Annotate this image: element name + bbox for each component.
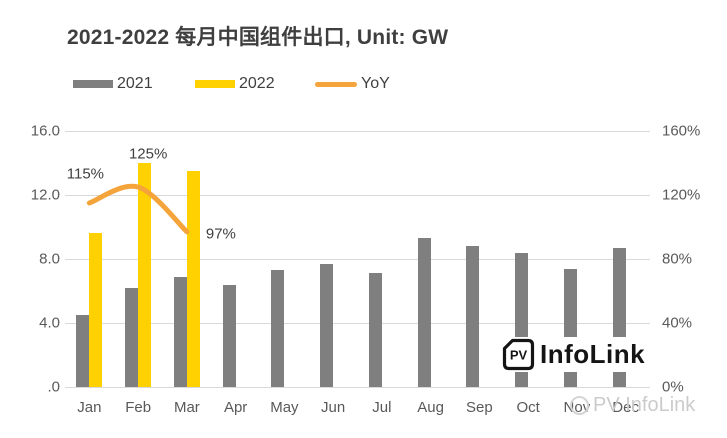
bar-2021 (125, 287, 139, 387)
legend-item-2022: 2022 (195, 74, 275, 94)
x-axis-label: Jun (321, 399, 346, 416)
bar-2021 (320, 263, 334, 387)
x-axis-label: May (270, 399, 299, 416)
yoy-point-label: 97% (205, 225, 236, 243)
y-axis-tick-right: 80% (662, 250, 693, 268)
x-axis-label: Jan (77, 399, 102, 416)
legend-label-yoy: YoY (361, 75, 390, 92)
y-axis-tick-right: 160% (662, 122, 701, 140)
legend-swatch-2021 (73, 80, 113, 88)
y-axis-tick-right: 120% (662, 186, 701, 204)
legend-item-2021: 2021 (73, 74, 153, 94)
x-axis-label: Jul (372, 399, 392, 416)
svg-text:PV: PV (510, 348, 528, 363)
pv-document-icon: PV (502, 338, 535, 371)
bar-2021 (222, 284, 236, 387)
bar-2021 (466, 246, 480, 387)
y-axis-tick-right: 40% (662, 314, 693, 332)
x-axis-label: Feb (125, 399, 152, 416)
yoy-point-label: 125% (128, 145, 168, 163)
y-axis-tick-left: .0 (47, 378, 60, 396)
x-axis-label: Mar (173, 399, 200, 416)
y-axis-tick-left: 12.0 (30, 186, 60, 204)
pv-infolink-logo: PV InfoLink (501, 337, 650, 372)
y-axis-tick-left: 8.0 (39, 250, 60, 268)
bar-2021 (173, 276, 187, 387)
y-axis-tick-right: 0% (662, 378, 684, 396)
chart-title: 2021-2022 每月中国组件出口, Unit: GW (67, 26, 449, 49)
gridline (65, 258, 650, 260)
bar-2021 (271, 270, 285, 387)
yoy-point-label: 115% (66, 165, 105, 183)
y-axis-tick-left: 4.0 (39, 314, 60, 332)
x-axis-label: Apr (223, 399, 248, 416)
legend-swatch-yoy (315, 81, 357, 87)
yoy-line (86, 183, 190, 235)
y-axis-tick-left: 16.0 (30, 122, 60, 140)
x-axis-label: Nov (563, 399, 591, 416)
legend-label-2021: 2021 (117, 75, 153, 92)
bar-2021 (76, 315, 90, 387)
legend: 2021 2022 YoY (0, 74, 727, 94)
x-axis-label: Aug (417, 399, 444, 416)
legend-swatch-2022 (195, 80, 235, 88)
gridline (65, 194, 650, 196)
bar-2022 (138, 163, 152, 387)
gridline (65, 130, 650, 132)
bar-2021 (417, 238, 431, 387)
legend-item-yoy: YoY (315, 74, 390, 94)
legend-label-2022: 2022 (239, 75, 275, 92)
bar-2022 (89, 233, 103, 387)
bar-2021 (368, 273, 382, 387)
x-axis-label: Dec (612, 399, 639, 416)
bar-2022 (186, 171, 200, 387)
x-axis-label: Sep (466, 399, 493, 416)
watermark-text: PV InfoLink (593, 394, 696, 416)
x-axis-label: Oct (516, 399, 540, 416)
gridline (65, 386, 650, 388)
logo-text: InfoLink (540, 339, 646, 369)
gridline (65, 322, 650, 324)
